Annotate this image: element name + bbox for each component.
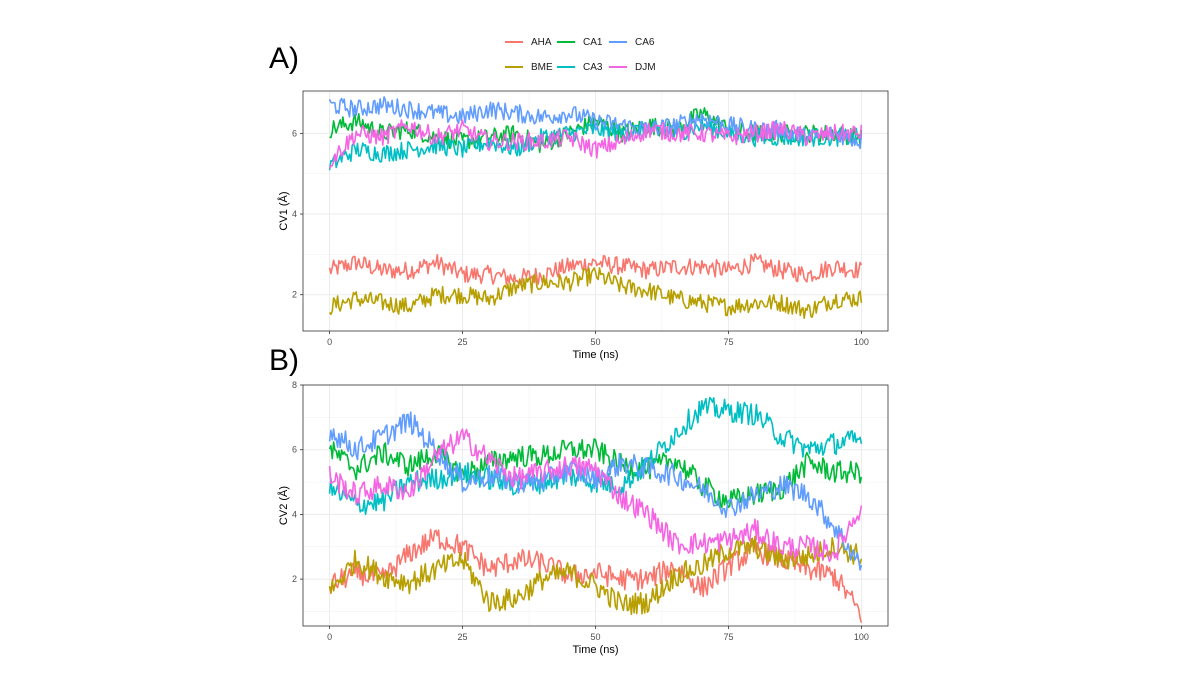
x-tick-label: 50 <box>590 632 600 642</box>
x-tick-label: 25 <box>458 337 468 347</box>
x-tick-label: 25 <box>458 632 468 642</box>
x-tick-label: 100 <box>854 337 869 347</box>
y-tick-label: 2 <box>292 290 297 300</box>
series-line-ca6 <box>328 96 863 150</box>
x-tick-label: 0 <box>327 337 332 347</box>
legend-label-aha: AHA <box>531 36 552 48</box>
x-tick-label: 0 <box>327 632 332 642</box>
legend-label-djm: DJM <box>635 61 656 73</box>
y-tick-label: 6 <box>292 128 297 138</box>
y-tick-label: 4 <box>292 209 297 219</box>
legend-label-ca1: CA1 <box>583 36 603 48</box>
legend-swatch-djm <box>609 66 627 68</box>
legend-label-ca6: CA6 <box>635 36 655 48</box>
legend-item-djm: DJM <box>609 59 656 75</box>
legend-swatch-ca1 <box>557 41 575 43</box>
series-line-bme <box>328 267 863 320</box>
x-axis-title: Time (ns) <box>572 644 618 656</box>
series-line-djm <box>328 428 863 563</box>
legend-item-ca1: CA1 <box>557 34 602 50</box>
legend-item-ca3: CA3 <box>557 59 602 75</box>
panel-label-a: A) <box>269 42 299 75</box>
y-axis-title: CV1 (Å) <box>277 191 290 230</box>
series-line-aha <box>328 253 863 286</box>
legend-item-bme: BME <box>505 59 553 75</box>
legend-label-ca3: CA3 <box>583 61 603 73</box>
x-axis-title: Time (ns) <box>572 349 618 361</box>
y-tick-label: 2 <box>292 574 297 584</box>
y-tick-label: 6 <box>292 445 297 455</box>
y-tick-label: 8 <box>292 380 297 390</box>
y-axis-title: CV2 (Å) <box>277 486 290 525</box>
legend-swatch-aha <box>505 41 523 43</box>
legend-swatch-bme <box>505 66 523 68</box>
legend-item-ca6: CA6 <box>609 34 654 50</box>
legend-label-bme: BME <box>531 61 553 73</box>
panel-label-b: B) <box>269 344 299 377</box>
legend-swatch-ca3 <box>557 66 575 68</box>
x-tick-label: 100 <box>854 632 869 642</box>
series-line-djm <box>328 119 863 169</box>
x-tick-label: 75 <box>723 632 733 642</box>
x-tick-label: 50 <box>590 337 600 347</box>
x-tick-label: 75 <box>723 337 733 347</box>
legend-swatch-ca6 <box>609 41 627 43</box>
legend-item-aha: AHA <box>505 34 552 50</box>
y-tick-label: 4 <box>292 509 297 519</box>
legend: AHA CA1 CA6 BME CA3 DJM <box>505 34 675 78</box>
